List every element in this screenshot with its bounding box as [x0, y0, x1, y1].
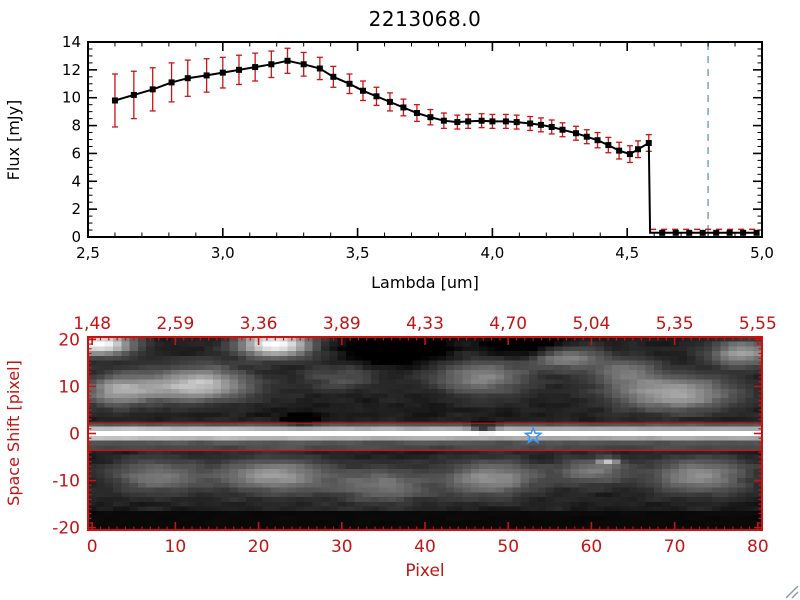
data-point: [219, 69, 226, 76]
data-point: [346, 80, 353, 87]
tick-label: 2: [71, 200, 81, 218]
tick-label: 5,04: [572, 314, 610, 334]
tick-label: 4,33: [406, 314, 444, 334]
plot-frame: [87, 41, 763, 238]
data-point: [465, 118, 472, 125]
data-point: [537, 121, 544, 128]
tick-label: 14: [62, 33, 81, 51]
data-point: [527, 120, 534, 127]
data-point: [330, 73, 337, 80]
data-point: [252, 64, 259, 71]
tick-label: 0: [87, 537, 98, 557]
data-point: [740, 229, 747, 236]
plot-title: 2213068.0: [368, 7, 482, 31]
spectrum-line: [114, 59, 757, 234]
data-point: [594, 137, 601, 144]
data-point: [489, 118, 496, 125]
data-point: [203, 72, 210, 79]
tick-label: 40: [414, 537, 436, 557]
data-point: [616, 147, 623, 154]
lambda-axis-label: Lambda [um]: [371, 273, 479, 292]
tick-label: 3,5: [346, 244, 370, 262]
data-point: [235, 66, 242, 73]
tick-label: 0: [69, 425, 80, 445]
tick-label: 4,0: [480, 244, 504, 262]
tick-label: 4,70: [489, 314, 527, 334]
tick-label: 80: [747, 537, 769, 557]
tick-label: 6: [71, 144, 81, 162]
data-point: [726, 229, 733, 236]
data-point: [284, 57, 291, 64]
tick-label: 5,55: [739, 314, 777, 334]
tick-label: 50: [497, 537, 519, 557]
data-point: [672, 229, 679, 236]
tick-label: 3,0: [211, 244, 235, 262]
tick-label: 10: [58, 377, 80, 397]
data-point: [713, 229, 720, 236]
data-point: [686, 229, 693, 236]
data-point: [559, 126, 566, 133]
data-point: [168, 79, 175, 86]
pixel-axis-label: Pixel: [405, 561, 445, 581]
data-point: [373, 93, 380, 100]
data-point: [605, 142, 612, 149]
tick-label: 5,35: [656, 314, 694, 334]
data-point: [513, 119, 520, 126]
data-point: [359, 87, 366, 94]
tick-label: 30: [331, 537, 353, 557]
tick-label: 3,89: [323, 314, 361, 334]
data-point: [572, 130, 579, 137]
tick-label: 0: [71, 228, 81, 246]
data-point: [184, 75, 191, 82]
tick-label: 10: [165, 537, 187, 557]
data-point: [626, 151, 633, 158]
data-point: [502, 118, 509, 125]
tick-label: 20: [58, 330, 80, 350]
flux-axis-label: Flux [mJy]: [4, 99, 23, 181]
data-point: [583, 133, 590, 140]
tick-label: -10: [52, 472, 80, 492]
tick-label: 5,0: [750, 244, 774, 262]
tick-label: 4,5: [615, 244, 639, 262]
tick-label: -20: [52, 519, 80, 539]
data-point: [300, 61, 307, 68]
tick-label: 3,36: [240, 314, 278, 334]
data-point: [753, 229, 760, 236]
data-point: [400, 104, 407, 111]
tick-label: 20: [248, 537, 270, 557]
tick-label: 2,5: [76, 244, 100, 262]
data-point: [149, 86, 156, 93]
tick-label: 10: [62, 89, 81, 107]
data-point: [478, 117, 485, 124]
tick-label: 4: [71, 172, 81, 190]
data-point: [427, 114, 434, 121]
data-point: [454, 119, 461, 126]
resize-handle-icon[interactable]: [785, 585, 799, 599]
tick-label: 12: [62, 61, 81, 79]
data-point: [440, 117, 447, 124]
data-point: [413, 110, 420, 117]
tick-label: 1,48: [73, 314, 111, 334]
data-point: [699, 229, 706, 236]
data-point: [645, 139, 652, 146]
data-point: [386, 98, 393, 105]
tick-label: 70: [664, 537, 686, 557]
data-point: [548, 123, 555, 130]
space-shift-axis-label: Space Shift [pixel]: [4, 360, 23, 506]
data-point: [130, 91, 137, 98]
data-point: [659, 229, 666, 236]
tick-label: 2,59: [156, 314, 194, 334]
tick-label: 8: [71, 117, 81, 135]
data-point: [316, 65, 323, 72]
spectral-image: [88, 337, 762, 530]
data-point: [634, 146, 641, 153]
data-point: [268, 61, 275, 68]
data-point: [111, 97, 118, 104]
tick-label: 60: [581, 537, 603, 557]
